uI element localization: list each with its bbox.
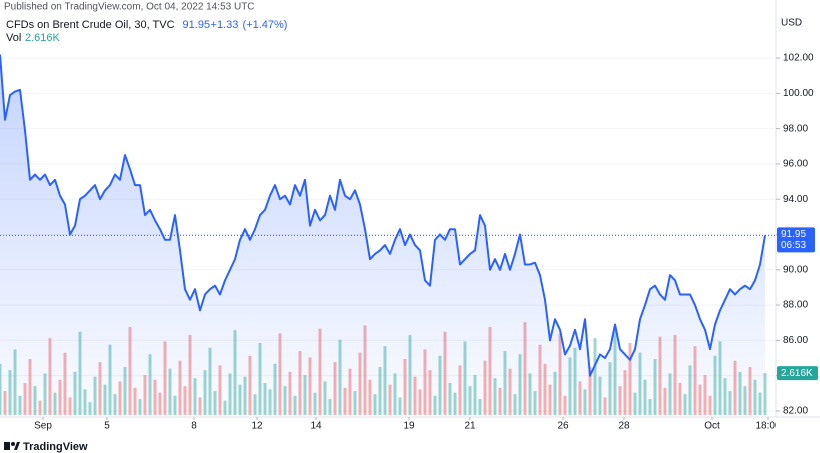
x-tick-label: 26 — [557, 421, 569, 432]
x-tick-label: 18:00 — [755, 421, 780, 432]
plot-area — [0, 54, 775, 416]
y-tick-label: 88.00 — [783, 300, 808, 311]
chart-title: CFDs on Brent Crude Oil, 30, TVC — [6, 19, 175, 31]
y-tick-label: 90.00 — [783, 264, 808, 275]
y-tick-label: 96.00 — [783, 159, 808, 170]
y-tick-label: 82.00 — [783, 406, 808, 417]
x-tick-label: 14 — [310, 421, 322, 432]
price-change-pct: (+1.47%) — [243, 19, 288, 31]
x-tick-label: 12 — [251, 421, 263, 432]
y-tick-label: 100.00 — [783, 88, 814, 99]
x-tick-label: 19 — [403, 421, 415, 432]
x-tick-label: Sep — [34, 421, 52, 432]
price-change: +1.33 — [211, 19, 239, 31]
x-axis: Sep 5 8 12 14 19 21 26 28 Oct 18:00 — [34, 417, 780, 432]
price-area — [0, 54, 765, 416]
price-box-label: 91.95 — [781, 229, 806, 240]
y-tick-label: 102.00 — [783, 53, 814, 64]
last-price: 91.95 — [183, 19, 211, 31]
logo-mark — [11, 442, 15, 446]
x-tick-label: Oct — [704, 421, 720, 432]
price-box — [777, 227, 815, 253]
brand-logo: TradingView — [4, 441, 88, 453]
y-tick-label: 86.00 — [783, 335, 808, 346]
x-tick-label: 21 — [464, 421, 476, 432]
publisher: Published on TradingView.com, Oct 04, 20… — [4, 2, 255, 13]
x-tick-label: 28 — [618, 421, 630, 432]
x-tick-label: 8 — [191, 421, 197, 432]
x-tick-label: 5 — [104, 421, 110, 432]
countdown: 06:53 — [781, 240, 806, 251]
logo-mark — [14, 442, 20, 450]
volume-box-label: 2.616K — [781, 368, 813, 379]
price-line — [0, 54, 766, 377]
brand: TradingView — [23, 441, 88, 453]
volume-last: 2.616K — [25, 32, 61, 44]
volume-title: Vol — [6, 32, 21, 44]
volume-box — [777, 366, 818, 381]
y-tick-label: 94.00 — [783, 194, 808, 205]
y-unit: USD — [781, 18, 802, 29]
logo-mark — [4, 442, 10, 450]
y-tick-label: 98.00 — [783, 123, 808, 134]
